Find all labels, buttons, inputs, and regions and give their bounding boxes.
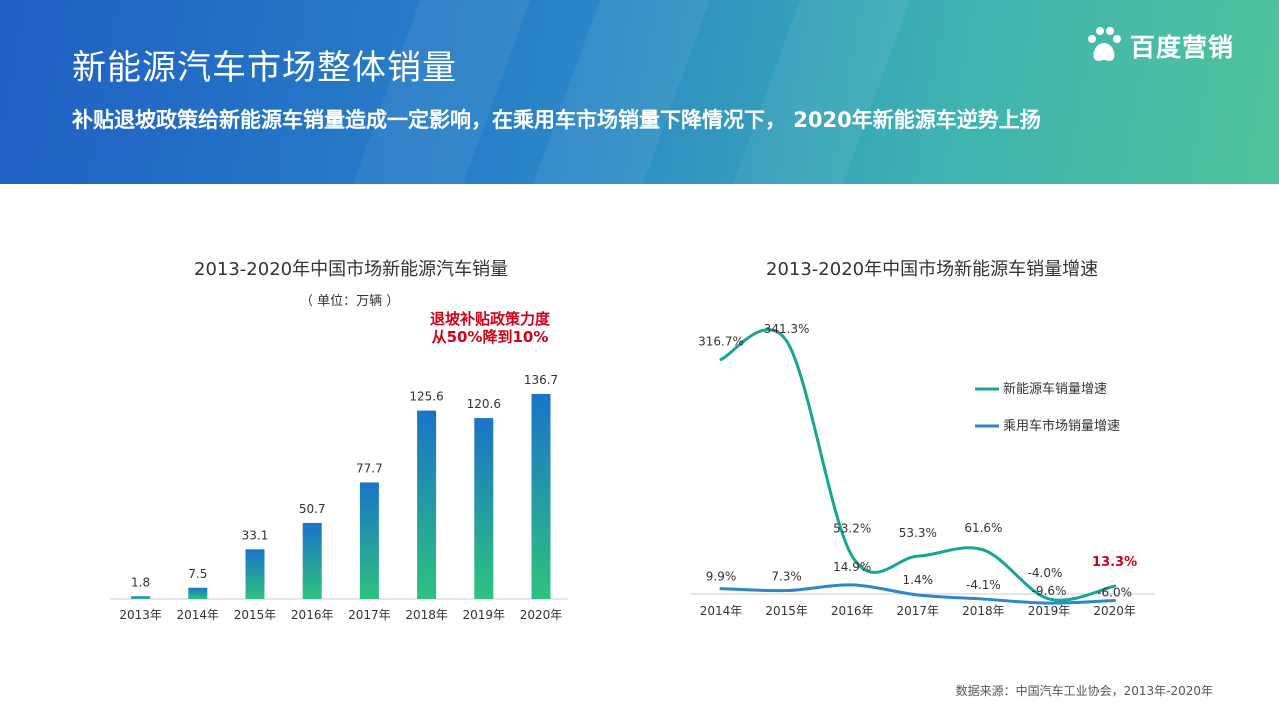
nev-data-label: 53.3% (899, 526, 937, 540)
x-tick-label: 2014年 (700, 604, 743, 618)
line-chart: 316.7% 341.3% 53.2% 53.3% 61.6% -4.0% 13.3% 9.9… (690, 322, 1155, 618)
logo-text: 百度营销 (1130, 33, 1235, 62)
nev-data-label: 316.7% (698, 334, 744, 348)
bar-value-label: 136.7 (524, 373, 558, 387)
legend-label: 乘用车市场销量增速 (1003, 418, 1120, 434)
x-tick-label: 2013年 (119, 608, 162, 622)
bar (531, 393, 551, 599)
x-tick-label: 2014年 (177, 608, 220, 622)
bar (245, 549, 265, 599)
x-tick-label: 2016年 (291, 608, 334, 622)
bar-value-label: 33.1 (242, 528, 269, 542)
bar-value-label: 120.6 (467, 397, 501, 411)
pv-data-label: -6.0% (1097, 585, 1132, 599)
nev-data-label: -4.0% (1028, 566, 1063, 580)
annotation-line-1: 退坡补贴政策力度 (429, 310, 550, 328)
x-tick-label: 2017年 (348, 608, 391, 622)
x-tick-label: 2019年 (1028, 604, 1071, 618)
bar-chart: 1.8 2013年 7.5 2014年 33.1 2015年 50.7 2016年 77.7 20… (110, 373, 568, 622)
brand-logo: 百度营销 (1084, 26, 1234, 66)
bar (359, 482, 379, 599)
x-tick-label: 2017年 (897, 604, 940, 618)
bar (131, 596, 151, 599)
paw-icon (1088, 27, 1121, 61)
left-chart-unit: （ 单位：万辆 ） (300, 294, 400, 309)
x-tick-label: 2018年 (962, 604, 1005, 618)
bar-value-label: 125.6 (409, 390, 443, 404)
bar (302, 522, 322, 599)
bar-value-label: 50.7 (299, 502, 326, 516)
pv-data-label: 1.4% (903, 573, 934, 587)
data-source: 数据来源：中国汽车工业协会，2013年-2020年 (955, 684, 1213, 698)
right-chart-title: 2013-2020年中国市场新能源车销量增速 (766, 259, 1099, 280)
bar-value-label: 1.8 (131, 575, 150, 589)
nev-data-label: 61.6% (964, 521, 1002, 535)
nev-growth-line (719, 328, 1117, 602)
pv-data-label: 9.9% (706, 570, 737, 584)
pv-data-label: 7.3% (771, 570, 802, 584)
annotation-line-2: 从50%降到10% (431, 328, 549, 346)
left-chart-title: 2013-2020年中国市场新能源汽车销量 (194, 259, 509, 280)
bar (474, 418, 494, 599)
bar-value-label: 7.5 (188, 567, 207, 581)
x-tick-label: 2020年 (1093, 604, 1136, 618)
x-tick-label: 2019年 (463, 608, 506, 622)
nev-data-label: 341.3% (764, 322, 810, 336)
legend-label: 新能源车销量增速 (1003, 381, 1107, 397)
x-tick-label: 2015年 (765, 604, 808, 618)
bar (188, 587, 208, 599)
pv-data-label: 14.9% (833, 560, 871, 574)
page-subtitle: 补贴退坡政策给新能源车销量造成一定影响，在乘用车市场销量下降情况下， 2020年… (72, 108, 1041, 132)
page-title: 新能源汽车市场整体销量 (72, 48, 457, 88)
policy-annotation: 退坡补贴政策力度 从50%降到10% (410, 310, 570, 346)
nev-data-label: 13.3% (1092, 555, 1137, 570)
passenger-vehicle-growth-line (719, 583, 1117, 605)
x-tick-label: 2018年 (405, 608, 448, 622)
header-banner: 新能源汽车市场整体销量 补贴退坡政策给新能源车销量造成一定影响，在乘用车市场销量… (0, 0, 1279, 184)
x-tick-label: 2020年 (520, 608, 563, 622)
x-tick-label: 2015年 (234, 608, 277, 622)
x-tick-label: 2016年 (831, 604, 874, 618)
bar-value-label: 77.7 (356, 461, 383, 475)
pv-data-label: -4.1% (966, 578, 1001, 592)
pv-data-label: -9.6% (1032, 584, 1067, 598)
bar (417, 410, 437, 599)
nev-data-label: 53.2% (833, 521, 871, 535)
